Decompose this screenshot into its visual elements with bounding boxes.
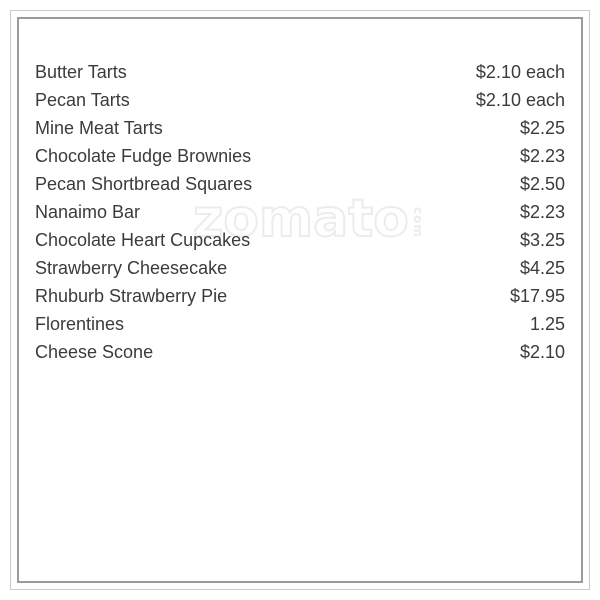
menu-item-name: Chocolate Fudge Brownies [35,146,252,166]
menu-item-name: Pecan Shortbread Squares [35,174,253,194]
menu-item-name: Cheese Scone [35,342,154,362]
menu-item-price: $2.50 [519,174,565,194]
menu-item-price: 1.25 [529,314,565,334]
menu-row: Nanaimo Bar $2.23 [35,198,565,226]
menu-item-name: Strawberry Cheesecake [35,258,228,278]
menu-item-name: Butter Tarts [35,62,127,82]
zomato-watermark: zomato com [192,189,425,249]
menu-row: Florentines 1.25 [35,310,565,338]
menu-row: Mine Meat Tarts $2.25 [35,114,565,142]
zomato-watermark-text: zomato [192,189,410,249]
menu-item-price: $2.23 [519,202,565,222]
menu-item-price: $2.10 each [475,90,565,110]
menu-row: Strawberry Cheesecake $4.25 [35,254,565,282]
zomato-watermark-suffix: com [410,207,425,238]
menu-item-price: $3.25 [519,230,565,250]
menu-row: Chocolate Heart Cupcakes $3.25 [35,226,565,254]
menu-item-price: $2.23 [519,146,565,166]
menu-row: Chocolate Fudge Brownies $2.23 [35,142,565,170]
menu-row: Pecan Shortbread Squares $2.50 [35,170,565,198]
menu-row: Pecan Tarts $2.10 each [35,86,565,114]
menu-item-name: Pecan Tarts [35,90,130,110]
menu-item-name: Florentines [35,314,125,334]
menu-item-price: $2.25 [519,118,565,138]
menu-row: Rhuburb Strawberry Pie $17.95 [35,282,565,310]
menu-item-price: $4.25 [519,258,565,278]
menu-item-price: $2.10 each [475,62,565,82]
menu-row: Butter Tarts $2.10 each [35,58,565,86]
menu-item-name: Rhuburb Strawberry Pie [35,286,228,306]
menu-row: Cheese Scone $2.10 [35,338,565,366]
menu-item-name: Nanaimo Bar [35,202,141,222]
menu-list: Butter Tarts $2.10 each Pecan Tarts $2.1… [19,58,581,366]
menu-item-price: $2.10 [519,342,565,362]
menu-item-name: Chocolate Heart Cupcakes [35,230,251,250]
menu-item-price: $17.95 [509,286,565,306]
menu-item-name: Mine Meat Tarts [35,118,163,138]
